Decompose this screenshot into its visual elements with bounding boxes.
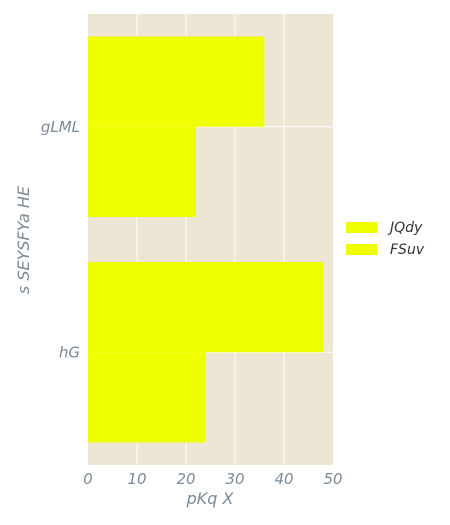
bar-JQdy-hG xyxy=(88,262,324,353)
x-tick-label: 50 xyxy=(323,470,342,488)
legend-swatch xyxy=(346,222,377,233)
legend: JQdy FSuv xyxy=(346,220,425,258)
x-tick-label: 40 xyxy=(274,470,293,488)
legend-label: JQdy xyxy=(387,220,423,236)
legend-swatch xyxy=(346,244,377,255)
x-tick-label: 20 xyxy=(176,470,195,488)
bar-FSuv-hG xyxy=(88,352,206,443)
legend-label: FSuv xyxy=(390,242,425,258)
x-tick-label: 0 xyxy=(83,470,93,488)
y-tick-label: hG xyxy=(59,343,80,361)
x-ticks: 0 10 20 30 40 50 xyxy=(83,470,342,488)
y-axis-label: s SEYSFYa HE xyxy=(14,185,33,294)
x-tick-label: 30 xyxy=(225,470,244,488)
bars xyxy=(88,36,324,443)
y-tick-label: gLML xyxy=(41,118,80,136)
bar-FSuv-gLML xyxy=(88,126,196,217)
x-tick-label: 10 xyxy=(127,470,146,488)
bar-JQdy-gLML xyxy=(88,36,265,127)
x-axis-label: pKq X xyxy=(186,489,235,508)
y-ticks: gLML hG xyxy=(41,118,80,362)
